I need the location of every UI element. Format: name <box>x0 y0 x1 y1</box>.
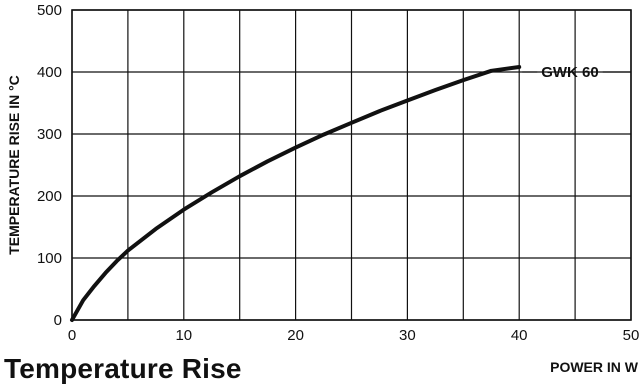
series-line-gwk-60 <box>70 65 522 322</box>
plot-frame <box>71 9 632 321</box>
x-tick-label: 0 <box>68 327 76 344</box>
series-layer: GWK 60 <box>70 64 631 322</box>
x-tick-label: 30 <box>399 327 416 344</box>
y-tick-label: 500 <box>37 2 62 19</box>
grid <box>71 9 632 321</box>
chart-caption: Temperature Rise <box>4 353 242 384</box>
y-tick-label: 200 <box>37 188 62 205</box>
x-tick-label: 40 <box>511 327 528 344</box>
x-axis-label: POWER IN W <box>550 359 639 375</box>
y-axis-label: TEMPERATURE RISE IN °C <box>6 75 22 255</box>
x-tick-label: 10 <box>175 327 192 344</box>
series-label-gwk-60: GWK 60 <box>541 64 599 81</box>
y-tick-label: 300 <box>37 126 62 143</box>
x-tick-label: 20 <box>287 327 304 344</box>
y-tick-label: 100 <box>37 250 62 267</box>
y-tick-label: 400 <box>37 64 62 81</box>
y-tick-label: 0 <box>54 312 62 329</box>
x-tick-label: 50 <box>623 327 640 344</box>
